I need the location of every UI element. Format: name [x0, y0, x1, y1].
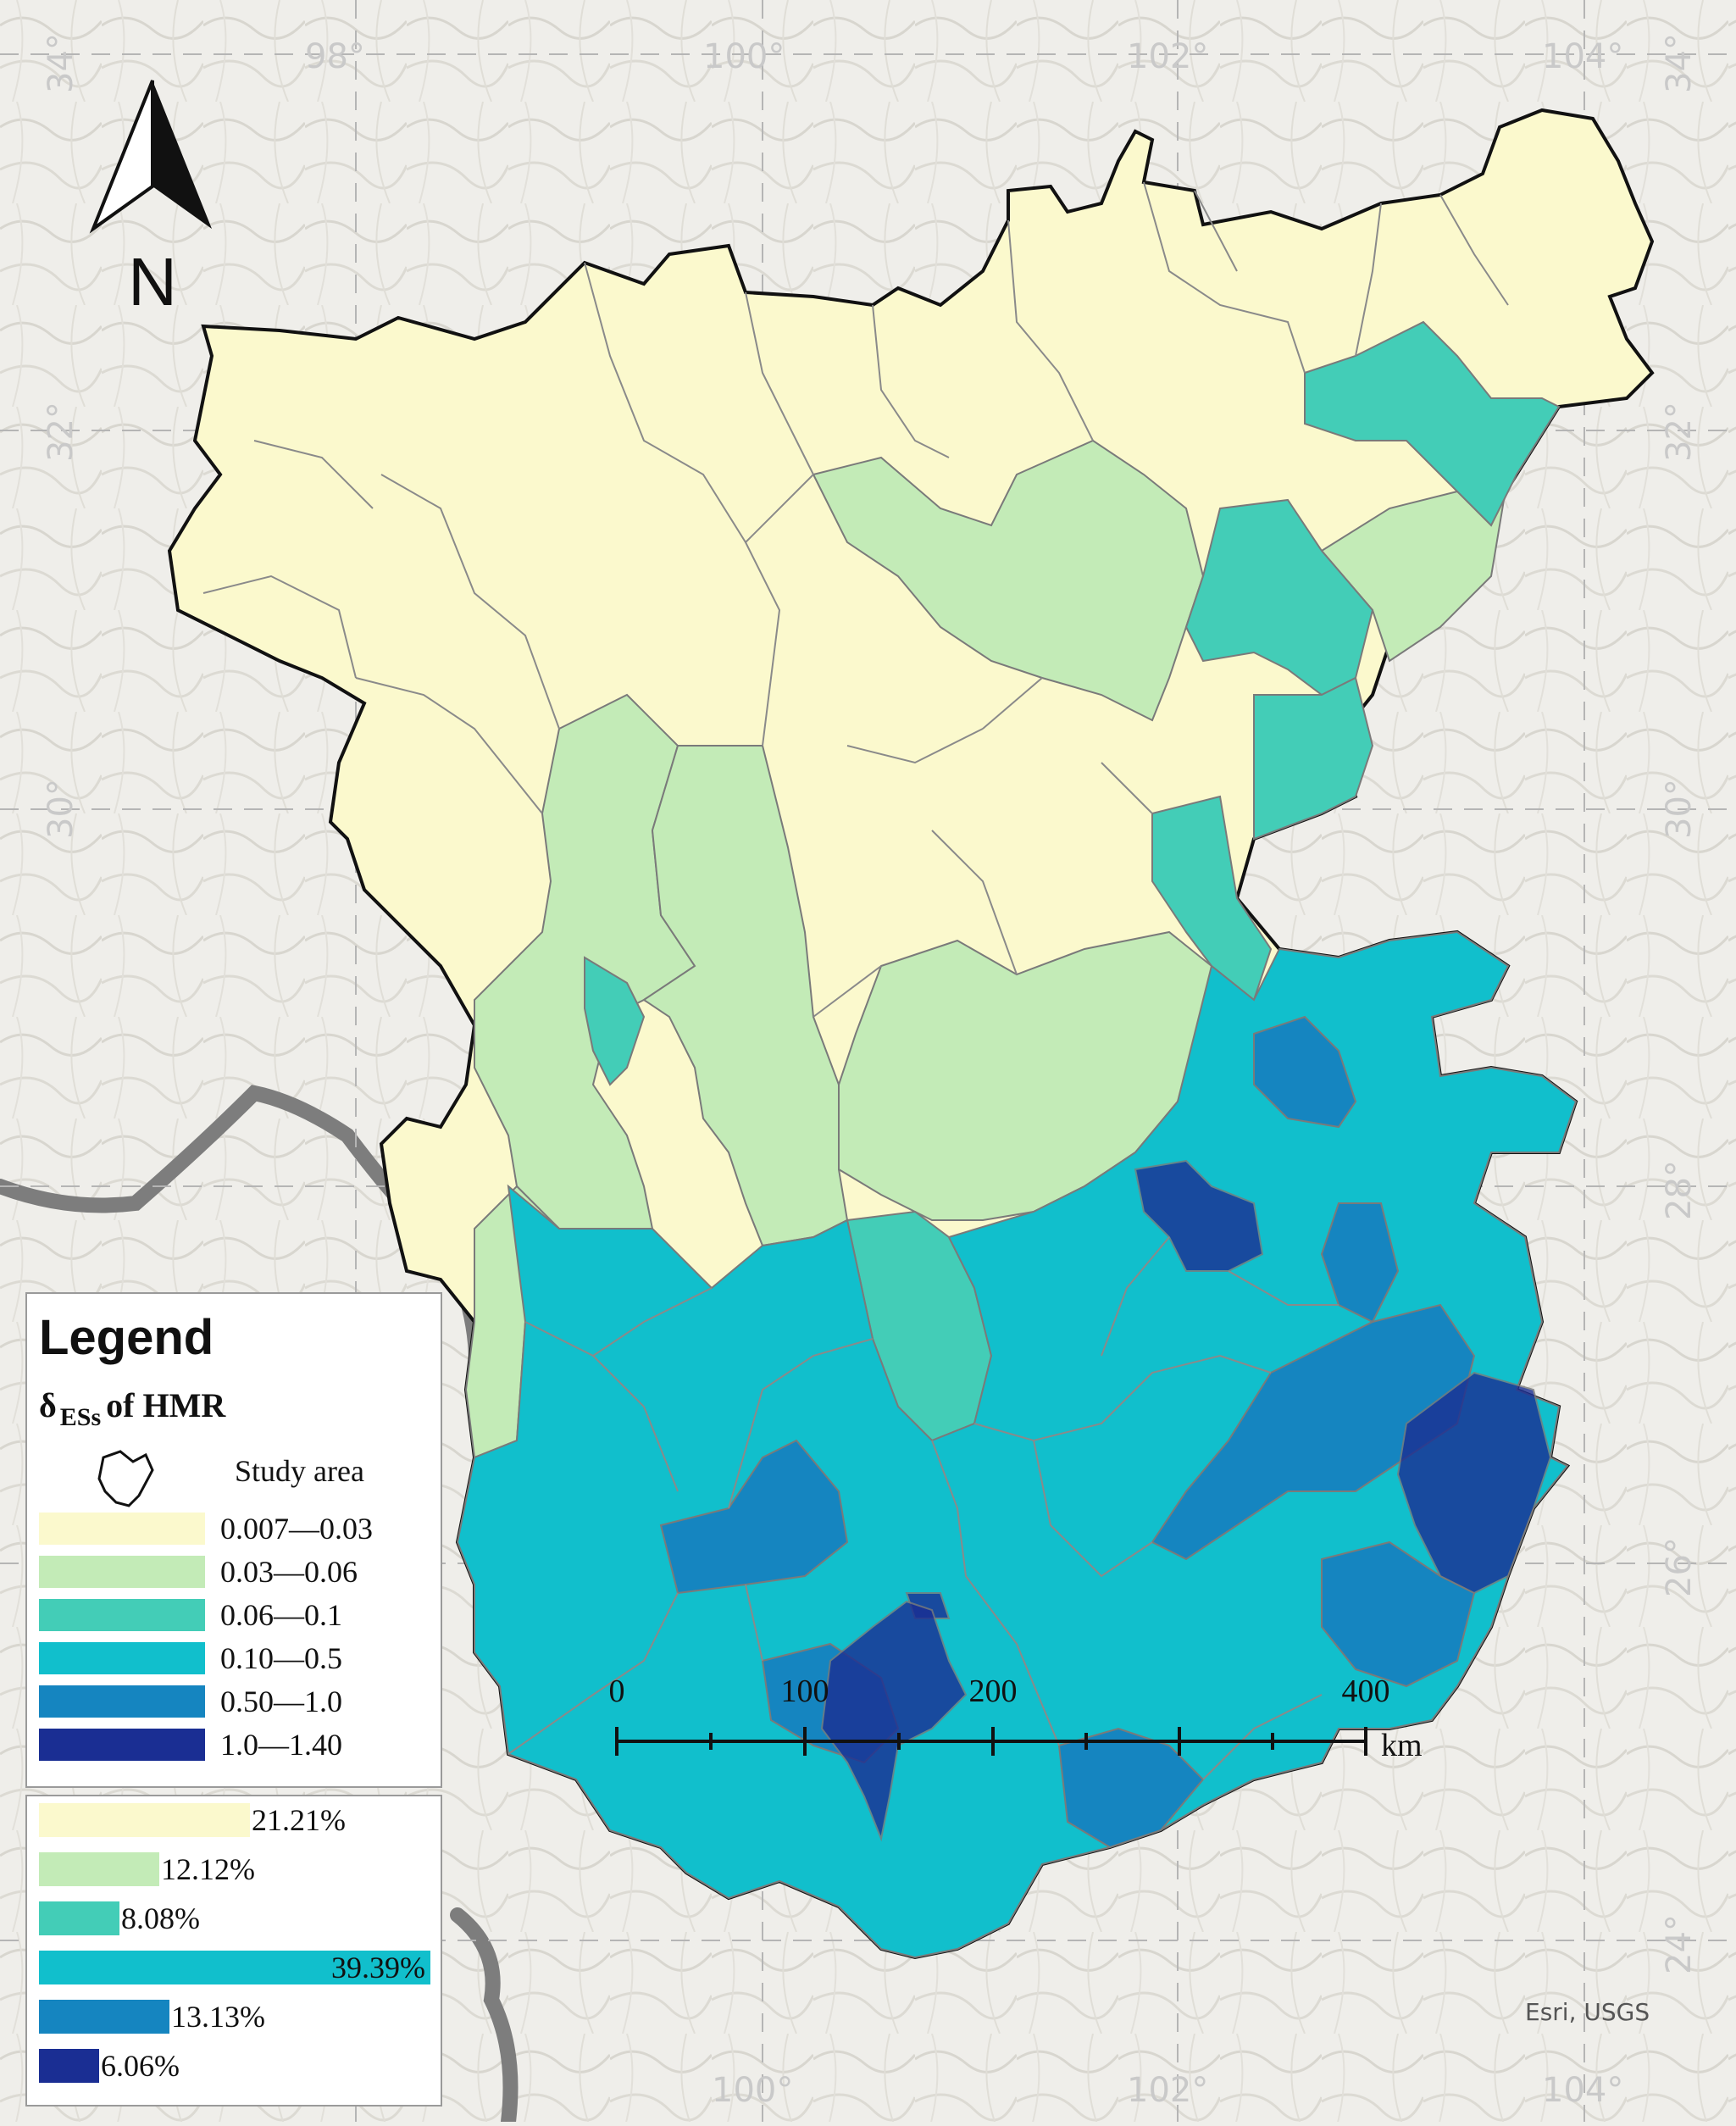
- county-boundaries: [202, 181, 1509, 1780]
- percent-bar-label: 6.06%: [101, 2049, 180, 2083]
- percent-bar-row: 12.12%: [39, 1852, 255, 1886]
- scale-tick-label: 0: [609, 1674, 625, 1709]
- scale-tick-label: 100: [781, 1674, 829, 1709]
- legend-class-label: 1.0—1.40: [220, 1728, 342, 1762]
- percent-bar: [39, 1803, 250, 1837]
- lat-label-left: 32°: [42, 402, 80, 462]
- lon-label-bottom: 102°: [1127, 2071, 1208, 2110]
- ess-regions: [456, 320, 1578, 1959]
- legend-class-row: 0.06—0.1: [39, 1598, 342, 1632]
- lat-label-right: 34°: [1660, 33, 1699, 93]
- lat-label-right: 32°: [1660, 402, 1699, 462]
- lon-label-bottom: 100°: [712, 2071, 793, 2110]
- percent-bar-row: 6.06%: [39, 2049, 180, 2083]
- percent-bar-label: 21.21%: [252, 1803, 346, 1837]
- legend-swatch: [39, 1642, 205, 1674]
- scale-tick-label: 400: [1342, 1674, 1390, 1709]
- percent-bar: [39, 1852, 159, 1886]
- region-class-3: [584, 956, 646, 1086]
- legend-class-row: 0.007—0.03: [39, 1512, 373, 1546]
- region-class-3: [1304, 320, 1561, 527]
- north-arrow-icon: N: [89, 80, 212, 314]
- legend-class-label: 0.10—0.5: [220, 1641, 342, 1675]
- region-class-3: [1253, 676, 1374, 841]
- percent-bar-row: 39.39%: [39, 1951, 430, 1984]
- region-class-5: [1253, 1015, 1357, 1129]
- region-class-5: [1321, 1540, 1476, 1688]
- region-class-5: [659, 1439, 849, 1595]
- region-class-2: [1320, 473, 1510, 663]
- percent-bar: [39, 1901, 119, 1935]
- study-area-icon: [97, 1450, 154, 1507]
- region-class-6: [820, 1600, 968, 1842]
- lon-label-top: 98°: [305, 37, 365, 76]
- legend-class-label: 0.03—0.06: [220, 1555, 358, 1589]
- percent-bar: [39, 2000, 169, 2034]
- legend-subtitle-rest: of HMR: [106, 1386, 226, 1424]
- legend-class-label: 0.06—0.1: [220, 1598, 342, 1632]
- border-line-lower: [450, 1907, 519, 2126]
- legend-subtitle-symbol: δ: [39, 1386, 57, 1424]
- legend-swatch: [39, 1513, 205, 1545]
- north-label: N: [128, 244, 177, 314]
- legend-subtitle-subscript: ESs: [59, 1403, 102, 1431]
- percent-bar-row: 8.08%: [39, 1901, 200, 1935]
- lon-label-top: 100°: [703, 37, 785, 76]
- legend-class-row: 0.50—1.0: [39, 1685, 342, 1718]
- percent-bar: [39, 2049, 99, 2083]
- legend-title: Legend: [39, 1310, 214, 1365]
- scale-unit: km: [1381, 1728, 1423, 1763]
- study-area-label: Study area: [235, 1454, 364, 1488]
- region-class-2: [642, 745, 849, 1247]
- lon-label-top: 104°: [1542, 37, 1623, 76]
- legend-class-label: 0.50—1.0: [220, 1685, 342, 1718]
- region-class-6: [1134, 1159, 1264, 1272]
- region-class-3: [1184, 498, 1374, 697]
- lon-label-bottom: 104°: [1542, 2071, 1623, 2110]
- legend-subtitle: δ ESs of HMR: [39, 1385, 226, 1431]
- legend-swatch: [39, 1729, 205, 1761]
- legend-swatch: [39, 1685, 205, 1718]
- legend-class-row: 0.10—0.5: [39, 1641, 342, 1675]
- lat-label-right: 30°: [1660, 779, 1699, 839]
- legend-class-row: 0.03—0.06: [39, 1555, 358, 1589]
- legend-class-row: 1.0—1.40: [39, 1728, 342, 1762]
- lat-label-right: 26°: [1660, 1537, 1699, 1597]
- percent-bar-label: 13.13%: [171, 2000, 265, 2034]
- legend-panel: Legend δ ESs of HMR Study area 0.007—0.03 …: [25, 1292, 442, 1788]
- percent-bar-label: 12.12%: [161, 1852, 255, 1886]
- map-credit: Esri, USGS: [1525, 1998, 1650, 2026]
- legend-class-label: 0.007—0.03: [220, 1512, 373, 1546]
- percent-bar: [39, 1951, 430, 1984]
- lat-label-right: 28°: [1660, 1160, 1699, 1220]
- legend-swatch: [39, 1556, 205, 1588]
- lat-label-left: 30°: [42, 779, 80, 839]
- region-class-5: [1057, 1727, 1205, 1849]
- lat-label-right: 24°: [1660, 1914, 1699, 1974]
- lat-label-left: 34°: [42, 33, 80, 93]
- scale-tick-label: 200: [969, 1674, 1018, 1709]
- percent-bar-chart: 21.21% 12.12% 8.08% 39.39% 13.13% 6.06%: [25, 1795, 442, 2107]
- percent-bar-row: 13.13%: [39, 2000, 265, 2034]
- percent-bar-label: 8.08%: [121, 1901, 200, 1935]
- scale-bar: 0 100 200 400 km: [609, 1674, 1423, 1763]
- percent-bar-label: 39.39%: [331, 1951, 425, 1984]
- graticule-labels: 98° 100° 102° 104° 100° 102° 104° 34° 32…: [42, 33, 1699, 2110]
- percent-bar-row: 21.21%: [39, 1803, 346, 1837]
- legend-swatch: [39, 1599, 205, 1631]
- lon-label-top: 102°: [1127, 37, 1208, 76]
- region-class-6: [1396, 1371, 1552, 1595]
- region-class-5: [1151, 1303, 1476, 1561]
